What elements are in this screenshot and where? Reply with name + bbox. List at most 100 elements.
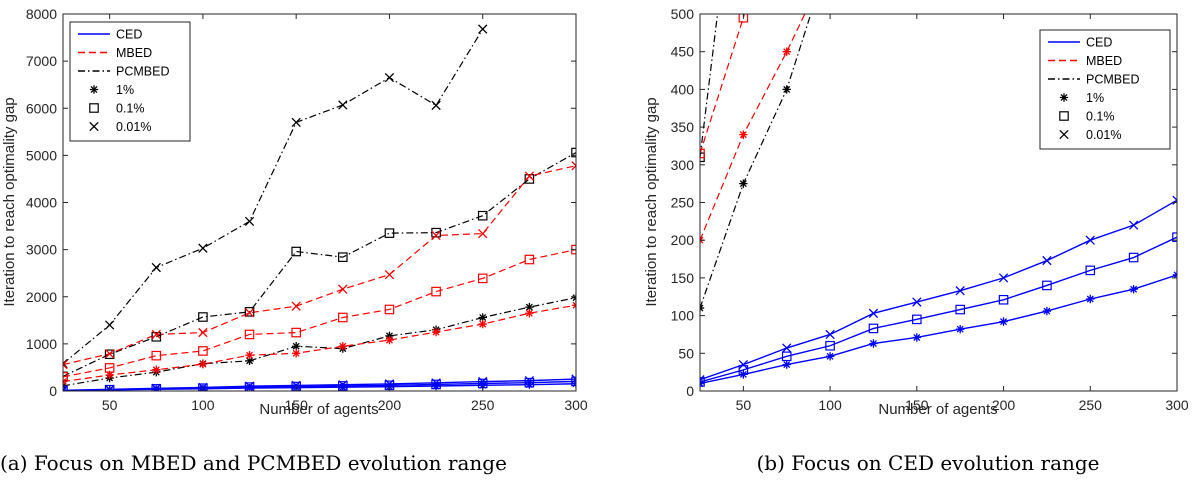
chart-b-series-pcmbed-1pct-line	[700, 14, 812, 309]
chart-b-legend-label: MBED	[1086, 54, 1122, 68]
chart-b-series-pcmbed-1pct-point	[782, 85, 791, 94]
chart-a-caption: (a) Focus on MBED and PCMBED evolution r…	[0, 451, 507, 475]
chart-b-y-tick-label: 0	[686, 383, 694, 399]
chart-a-series-pcmbed-0-1pct-point	[431, 227, 441, 238]
chart-b-series-ced-0-1pct-point	[998, 294, 1009, 305]
chart-b-legend-marker	[1059, 111, 1069, 121]
chart-b-series-ced-0-01pct-point	[700, 375, 705, 385]
chart-b-series-ced-0-1pct-point	[1042, 280, 1052, 291]
chart-b-series-mbed-1pct-line	[700, 14, 806, 241]
chart-b-series-ced-0-01pct-point	[998, 273, 1009, 283]
chart-a-series-mbed-0-01pct-point	[198, 327, 208, 338]
chart-a-x-tick-label: 150	[285, 397, 309, 413]
chart-a-series-pcmbed-1pct-point	[291, 342, 301, 351]
chart-b-series-ced-0-01pct-point	[782, 343, 792, 353]
chart-a-series-mbed-0-1pct-point	[524, 254, 535, 265]
chart-a-series-mbed-0-1pct-point	[244, 329, 255, 340]
chart-a-series-mbed-1pct-point	[478, 319, 487, 329]
chart-a-series-mbed-0-1pct-point	[151, 350, 162, 361]
chart-a-series-ced-0-01pct-point	[524, 375, 535, 386]
chart-a-series-pcmbed-0-1pct-line	[63, 152, 576, 377]
chart-a-series-pcmbed-0-1pct-point	[384, 228, 395, 238]
chart-a-series-mbed-0-01pct-point	[63, 359, 68, 370]
chart-a-series-pcmbed-0-01pct-point	[384, 72, 395, 83]
chart-a-series-ced-1pct-point	[525, 380, 534, 389]
chart-a: 50 100 150 200 250 300 0 1000 2000 3000 4000 5000 6…	[0, 6, 588, 475]
chart-a-series-ced-0-01pct-point	[431, 378, 441, 388]
chart-a-series-mbed-0-01pct-point	[338, 284, 348, 294]
chart-b-y-tick-label: 250	[671, 195, 695, 211]
chart-a-series-mbed-1pct-point	[338, 342, 348, 351]
chart-a-series-mbed-1pct-point	[291, 349, 301, 358]
chart-a-series-ced-0-01pct-point	[63, 385, 68, 391]
chart-b-series-ced-1pct-point	[1086, 294, 1095, 304]
chart-a-legend-label: 0.01%	[116, 120, 151, 134]
chart-b-series-ced-1pct-point	[1129, 285, 1138, 294]
chart-b-y-tick-label: 50	[678, 345, 694, 361]
chart-a-series-mbed-1pct-point	[152, 365, 161, 374]
chart-b-series-ced-0-1pct-point	[1128, 252, 1139, 263]
chart-a-series-pcmbed-1pct-point	[525, 302, 534, 312]
chart-a-series-pcmbed-0-1pct-point	[477, 210, 488, 221]
chart-a-series-mbed-0-1pct-point	[384, 304, 395, 315]
chart-b-series-ced-0-01pct-point	[1085, 235, 1095, 245]
chart-b-series-ced-0-01pct-point	[1172, 195, 1177, 205]
chart-a-legend-label: PCMBED	[116, 65, 169, 79]
chart-a-y-tick-label: 2000	[26, 289, 57, 305]
chart-a-legend-marker	[89, 121, 99, 132]
chart-a-series-pcmbed-0-01pct-point	[338, 100, 348, 110]
chart-b-x-tick-label: 300	[1165, 397, 1189, 413]
chart-b-series-ced-0-01pct-line	[700, 199, 1177, 381]
chart-b-series-ced-0-01pct-point	[1128, 220, 1139, 230]
chart-a-series-mbed-1pct-point	[385, 335, 394, 345]
chart-a-series-ced-0-1pct-point	[104, 384, 115, 391]
chart-a-y-tick-label: 1000	[26, 336, 57, 352]
chart-b-series-ced-1pct-point	[869, 339, 878, 348]
chart-a-series-pcmbed-0-01pct-point	[431, 100, 441, 111]
chart-b-y-tick-label: 450	[671, 44, 695, 60]
chart-b-x-tick-label: 150	[905, 397, 929, 413]
chart-a-series-pcmbed-0-1pct-point	[198, 312, 208, 322]
chart-a-series-pcmbed-1pct-line	[63, 297, 576, 387]
chart-a-series-ced-0-01pct-point	[384, 379, 395, 389]
chart-b-series-ced-0-1pct-point	[1085, 265, 1096, 276]
chart-a-series-mbed-1pct-point	[245, 350, 254, 360]
chart-b-x-axis-label: Number of agents	[878, 401, 997, 418]
chart-a-x-tick-label: 200	[378, 397, 402, 413]
chart-b-series-mbed-0-1pct-point	[738, 14, 749, 23]
chart-b-y-tick-label: 300	[671, 157, 695, 173]
chart-a-series-ced-0-1pct-point	[63, 385, 68, 391]
chart-a-legend-label: MBED	[116, 46, 152, 60]
chart-a-series-ced-1pct-point	[478, 381, 487, 390]
chart-b-legend-marker	[1059, 93, 1069, 102]
chart-a-series-mbed-1pct-point	[105, 370, 114, 380]
chart-a-series-pcmbed-0-1pct-point	[104, 349, 115, 360]
chart-a-series-mbed-0-01pct-line	[63, 165, 576, 366]
chart-a-x-tick-label: 300	[564, 397, 588, 413]
chart-a-series-pcmbed-1pct-point	[385, 331, 394, 341]
chart-b-y-tick-label: 350	[671, 119, 695, 135]
chart-a-series-ced-1pct-point	[338, 382, 348, 391]
chart-b-series-pcmbed-1pct-point	[739, 179, 748, 188]
chart-a-series-mbed-0-1pct-line	[63, 249, 576, 378]
chart-b-series-ced-1pct-point	[782, 360, 791, 369]
chart-a-legend-marker	[89, 103, 99, 113]
chart-a-series-ced-0-1pct-point	[338, 381, 348, 391]
chart-a-series-mbed-0-1pct-point	[104, 363, 115, 373]
chart-b-series-ced-0-1pct-point	[738, 365, 749, 375]
chart-a-series-ced-0-01pct-point	[291, 380, 301, 391]
chart-b-legend-label: 0.1%	[1086, 110, 1115, 124]
chart-a-series-mbed-0-01pct-point	[384, 269, 395, 280]
chart-a-series-pcmbed-0-1pct-point	[244, 307, 255, 317]
chart-a-series-pcmbed-0-01pct-point	[63, 359, 68, 369]
chart-a-series-mbed-0-01pct-point	[571, 161, 576, 171]
chart-a-series-pcmbed-1pct-point	[478, 313, 487, 322]
chart-a-series-mbed-0-01pct-point	[431, 230, 441, 241]
chart-a-series-mbed-0-01pct-point	[151, 329, 161, 340]
chart-b-x-tick-label: 200	[992, 397, 1016, 413]
chart-b: 50 100 150 200 250 300 0 50 100 150 200 250 300 350 4…	[643, 6, 1189, 475]
chart-a-series-pcmbed-0-01pct-point	[478, 24, 488, 34]
chart-b-legend-label: CED	[1086, 36, 1112, 50]
chart-b-series-mbed-1pct-point	[782, 47, 791, 56]
